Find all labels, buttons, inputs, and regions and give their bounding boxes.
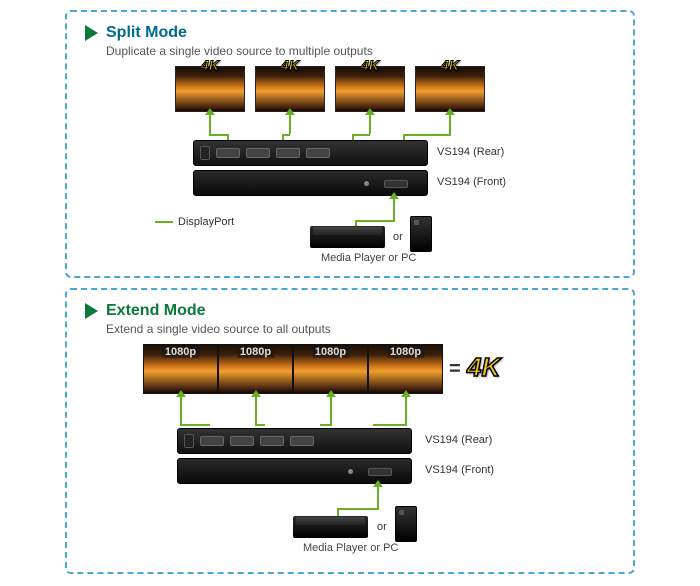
connector-line bbox=[355, 220, 395, 222]
connector-line bbox=[255, 424, 265, 426]
extend-screens: 1080p 1080p 1080p 1080p bbox=[143, 344, 443, 394]
arrow-up-icon bbox=[393, 198, 395, 220]
source-label: Media Player or PC bbox=[303, 542, 398, 554]
4k-badge: 4K bbox=[281, 57, 299, 73]
arrow-up-icon bbox=[330, 396, 332, 424]
arrow-up-icon bbox=[255, 396, 257, 424]
output-screen: 4K bbox=[255, 66, 325, 112]
pc-tower-icon bbox=[410, 216, 432, 252]
output-screen: 4K bbox=[415, 66, 485, 112]
led-icon bbox=[364, 181, 369, 186]
dp-port-icon bbox=[230, 436, 254, 446]
extend-mode-panel: Extend Mode Extend a single video source… bbox=[65, 288, 635, 574]
split-diagram: 4K 4K 4K 4K VS194 (Rear) bbox=[85, 66, 615, 266]
connector-line bbox=[373, 424, 407, 426]
extend-subtitle: Extend a single video source to all outp… bbox=[106, 322, 615, 336]
legend-label: DisplayPort bbox=[178, 216, 234, 228]
connector-line bbox=[337, 508, 379, 510]
arrow-up-icon bbox=[369, 114, 371, 134]
split-title: Split Mode bbox=[106, 24, 187, 42]
arrow-up-icon bbox=[180, 396, 182, 424]
1080p-badge: 1080p bbox=[312, 346, 349, 358]
or-text: or bbox=[377, 521, 387, 533]
or-text: or bbox=[393, 231, 403, 243]
displayport-legend: DisplayPort bbox=[155, 216, 234, 228]
1080p-badge: 1080p bbox=[387, 346, 424, 358]
power-port-icon bbox=[184, 434, 194, 448]
pc-tower-icon bbox=[395, 506, 417, 542]
bullet-icon bbox=[85, 25, 98, 41]
extend-header: Extend Mode bbox=[85, 302, 615, 320]
dp-input-port-icon bbox=[384, 180, 408, 188]
output-screen: 1080p bbox=[218, 344, 293, 394]
arrow-up-icon bbox=[209, 114, 211, 134]
dp-port-icon bbox=[216, 148, 240, 158]
connector-line bbox=[352, 134, 370, 136]
split-mode-panel: Split Mode Duplicate a single video sour… bbox=[65, 10, 635, 278]
bullet-icon bbox=[85, 303, 98, 319]
led-icon bbox=[348, 469, 353, 474]
dp-port-icon bbox=[276, 148, 300, 158]
front-label: VS194 (Front) bbox=[437, 176, 506, 188]
output-screen: 1080p bbox=[368, 344, 443, 394]
connector-line bbox=[403, 134, 451, 136]
arrow-up-icon bbox=[289, 114, 291, 134]
1080p-badge: 1080p bbox=[237, 346, 274, 358]
source-label: Media Player or PC bbox=[321, 252, 416, 264]
front-label: VS194 (Front) bbox=[425, 464, 494, 476]
legend-line-icon bbox=[155, 221, 173, 223]
output-screen: 4K bbox=[335, 66, 405, 112]
result-4k-badge: 4K bbox=[467, 352, 500, 383]
dp-port-icon bbox=[306, 148, 330, 158]
dp-port-icon bbox=[200, 436, 224, 446]
arrow-up-icon bbox=[377, 486, 379, 508]
dp-port-icon bbox=[260, 436, 284, 446]
output-screen: 4K bbox=[175, 66, 245, 112]
split-subtitle: Duplicate a single video source to multi… bbox=[106, 44, 615, 58]
split-screens: 4K 4K 4K 4K bbox=[175, 66, 485, 112]
split-header: Split Mode bbox=[85, 24, 615, 42]
dp-input-port-icon bbox=[368, 468, 392, 476]
arrow-up-icon bbox=[449, 114, 451, 134]
arrow-up-icon bbox=[405, 396, 407, 424]
1080p-badge: 1080p bbox=[162, 346, 199, 358]
rear-label: VS194 (Rear) bbox=[437, 146, 504, 158]
equals-sign: = bbox=[449, 358, 461, 381]
media-player-icon bbox=[293, 516, 368, 538]
connector-line bbox=[320, 424, 332, 426]
rear-label: VS194 (Rear) bbox=[425, 434, 492, 446]
dp-port-icon bbox=[246, 148, 270, 158]
vs194-rear bbox=[177, 428, 412, 454]
vs194-rear bbox=[193, 140, 428, 166]
output-screen: 1080p bbox=[143, 344, 218, 394]
dp-port-icon bbox=[290, 436, 314, 446]
4k-badge: 4K bbox=[201, 57, 219, 73]
output-screen: 1080p bbox=[293, 344, 368, 394]
4k-badge: 4K bbox=[361, 57, 379, 73]
connector-line bbox=[180, 424, 210, 426]
extend-diagram: 1080p 1080p 1080p 1080p = 4K VS194 (Rear… bbox=[85, 344, 615, 562]
extend-title: Extend Mode bbox=[106, 302, 206, 320]
connector-line bbox=[209, 134, 229, 136]
4k-badge: 4K bbox=[441, 57, 459, 73]
media-player-icon bbox=[310, 226, 385, 248]
power-port-icon bbox=[200, 146, 210, 160]
